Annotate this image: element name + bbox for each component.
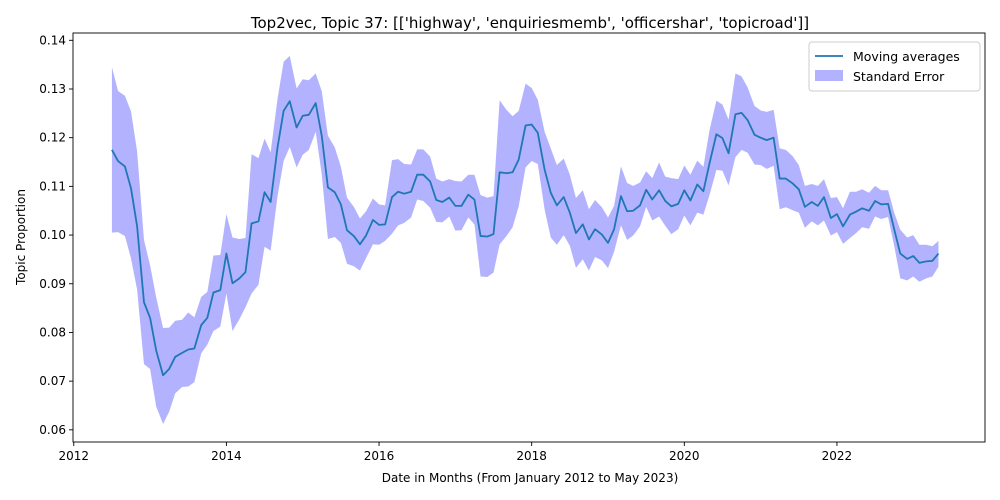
x-tick-label: 2012: [58, 449, 89, 463]
x-axis-title: Date in Months (From January 2012 to May…: [382, 471, 679, 485]
plot-frame: [72, 32, 986, 443]
y-tick-label: 0.08: [39, 325, 66, 339]
moving-averages-line: [111, 100, 940, 377]
band-layer: [111, 55, 939, 424]
y-tick-label: 0.10: [39, 228, 66, 242]
y-tick-label: 0.09: [39, 277, 66, 291]
x-axis: 2012 2014 2016 2018 2020 2022: [58, 442, 852, 463]
y-tick-label: 0.12: [39, 131, 66, 145]
plot-area: [72, 32, 986, 443]
chart-title: Top2vec, Topic 37: [['highway', 'enquiri…: [250, 14, 809, 32]
legend-frame: [808, 41, 981, 92]
x-tick-label: 2022: [822, 449, 853, 463]
y-tick-label: 0.13: [39, 82, 66, 96]
x-tick-label: 2016: [364, 449, 395, 463]
legend: Moving averages Standard Error: [808, 41, 981, 92]
line-layer: [111, 100, 940, 377]
standard-error-band: [111, 55, 939, 424]
y-tick-label: 0.07: [39, 374, 66, 388]
x-tick-label: 2014: [211, 449, 242, 463]
legend-label-standard-error: Standard Error: [853, 69, 945, 84]
y-axis: 0.06 0.07 0.08 0.09 0.10 0.11 0.12 0.13 0.14: [39, 33, 73, 437]
y-tick-label: 0.11: [39, 179, 66, 193]
x-tick-label: 2018: [516, 449, 547, 463]
y-tick-label: 0.14: [39, 33, 66, 47]
y-axis-title: Topic Proportion: [14, 189, 28, 286]
x-tick-label: 2020: [669, 449, 700, 463]
legend-label-moving-averages: Moving averages: [853, 49, 960, 64]
y-tick-label: 0.06: [39, 423, 66, 437]
legend-band-swatch: [815, 70, 843, 81]
